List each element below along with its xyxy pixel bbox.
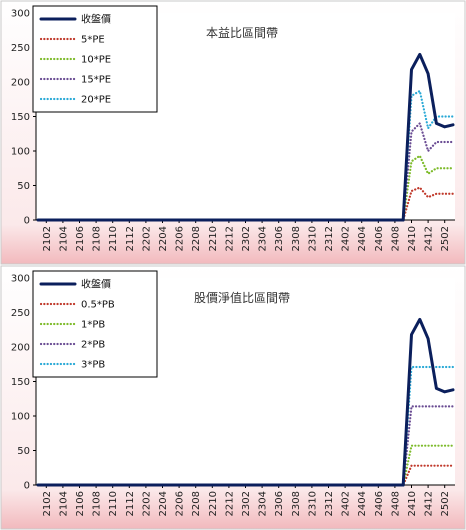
- x-tick-label: 2210: [208, 491, 219, 516]
- x-tick-label: 2212: [224, 491, 235, 516]
- x-tick-label: 2104: [58, 226, 69, 251]
- x-tick-label: 2308: [291, 226, 302, 251]
- x-tick-label: 2502: [440, 491, 451, 516]
- series-line-0: [36, 317, 455, 487]
- legend-label-0: 收盤價: [81, 13, 111, 26]
- chart-title: 股價淨值比區間帶: [194, 290, 290, 305]
- x-tick-label: 2502: [440, 226, 451, 251]
- legend: 收盤價 0.5*PB 1*PB 2*PB 3*PB: [32, 270, 158, 378]
- y-tick-label: 0: [24, 481, 30, 492]
- x-tick-label: 2212: [224, 226, 235, 251]
- x-tick-label: 2106: [75, 491, 86, 516]
- x-tick-label: 2106: [75, 226, 86, 251]
- legend: 收盤價 5*PE 10*PE 15*PE 20*PE: [32, 5, 158, 113]
- x-tick-label: 2302: [241, 226, 252, 251]
- y-tick-label: 250: [11, 43, 30, 54]
- x-tick-label: 2304: [258, 226, 269, 251]
- x-tick-label: 2302: [241, 491, 252, 516]
- y-tick-label: 150: [11, 377, 30, 388]
- x-tick-label: 2208: [191, 491, 202, 516]
- x-tick-label: 2306: [274, 491, 285, 516]
- x-tick-label: 2108: [92, 226, 103, 251]
- x-tick-label: 2412: [424, 491, 435, 516]
- pe-band-chart-panel: 0 50 100 150 200 250 300 2102 2104 2106 2108 2110 21…: [0, 0, 466, 265]
- x-tick-label: 2404: [357, 491, 368, 516]
- legend-label-3: 2*PB: [81, 340, 105, 351]
- x-tick-label: 2206: [175, 226, 186, 251]
- x-tick-label: 2304: [258, 491, 269, 516]
- legend-label-1: 0.5*PB: [81, 300, 115, 311]
- x-tick-label: 2204: [158, 491, 169, 516]
- pb-band-chart: 0 50 100 150 200 250 300 2102 2104 2106 2108 2110 21…: [0, 265, 466, 530]
- x-tick-label: 2204: [158, 226, 169, 251]
- x-tick-label: 2110: [108, 491, 119, 516]
- y-tick-label: 100: [11, 147, 30, 158]
- x-tick-label: 2102: [42, 491, 53, 516]
- x-tick-label: 2206: [175, 491, 186, 516]
- y-tick-label: 50: [17, 446, 30, 457]
- y-tick-label: 300: [11, 274, 30, 285]
- legend-label-2: 1*PB: [81, 320, 105, 331]
- y-tick-label: 300: [11, 9, 30, 20]
- x-tick-label: 2306: [274, 226, 285, 251]
- legend-label-4: 3*PB: [81, 360, 105, 371]
- y-tick-label: 100: [11, 412, 30, 423]
- x-tick-label: 2312: [324, 226, 335, 251]
- x-tick-label: 2208: [191, 226, 202, 251]
- x-tick-label: 2102: [42, 226, 53, 251]
- y-tick-label: 150: [11, 112, 30, 123]
- x-tick-label: 2402: [341, 226, 352, 251]
- x-tick-label: 2202: [141, 226, 152, 251]
- x-tick-label: 2310: [307, 226, 318, 251]
- legend-label-0: 收盤價: [81, 278, 111, 291]
- legend-label-3: 15*PE: [81, 75, 111, 86]
- x-tick-label: 2410: [407, 226, 418, 251]
- y-tick-label: 250: [11, 308, 30, 319]
- legend-label-1: 5*PE: [81, 35, 105, 46]
- pe-band-chart: 0 50 100 150 200 250 300 2102 2104 2106 2108 2110 21…: [0, 0, 466, 265]
- pb-band-chart-panel: 0 50 100 150 200 250 300 2102 2104 2106 2108 2110 21…: [0, 265, 466, 530]
- legend-label-4: 20*PE: [81, 95, 111, 106]
- x-tick-label: 2202: [141, 491, 152, 516]
- y-tick-label: 0: [24, 216, 30, 227]
- y-tick-label: 200: [11, 78, 30, 89]
- x-tick-label: 2104: [58, 491, 69, 516]
- x-tick-label: 2408: [390, 226, 401, 251]
- x-tick-label: 2110: [108, 226, 119, 251]
- series-line-0: [36, 52, 455, 222]
- legend-label-2: 10*PE: [81, 55, 111, 66]
- x-tick-label: 2312: [324, 491, 335, 516]
- chart-title: 本益比區間帶: [206, 26, 278, 40]
- y-tick-label: 50: [17, 181, 30, 192]
- x-tick-label: 2112: [125, 491, 136, 516]
- x-tick-label: 2108: [92, 491, 103, 516]
- x-tick-label: 2402: [341, 491, 352, 516]
- x-tick-label: 2408: [390, 491, 401, 516]
- x-tick-label: 2410: [407, 491, 418, 516]
- y-tick-label: 200: [11, 343, 30, 354]
- x-tick-label: 2404: [357, 226, 368, 251]
- x-tick-label: 2406: [374, 226, 385, 251]
- x-tick-label: 2310: [307, 491, 318, 516]
- x-tick-label: 2412: [424, 226, 435, 251]
- x-tick-label: 2406: [374, 491, 385, 516]
- x-tick-label: 2210: [208, 226, 219, 251]
- x-tick-label: 2308: [291, 491, 302, 516]
- x-tick-label: 2112: [125, 226, 136, 251]
